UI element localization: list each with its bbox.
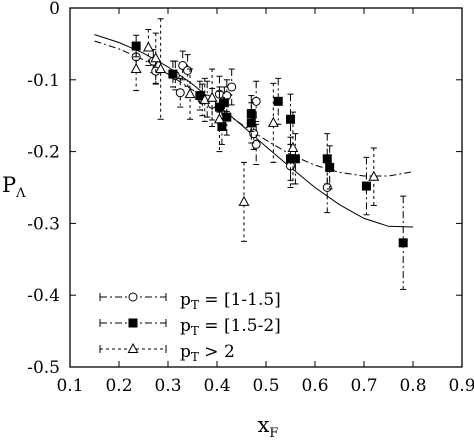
data-point (214, 113, 225, 124)
x-tick-label: 0.4 (203, 376, 230, 396)
data-point (155, 62, 167, 74)
x-tick-label: 0.5 (252, 376, 279, 396)
legend-label-main: p (180, 342, 191, 362)
data-point (184, 88, 196, 99)
x-tick-label: 0.3 (154, 376, 181, 396)
legend-label-main: p (180, 290, 191, 310)
data-point (222, 112, 232, 122)
data-point (273, 96, 283, 106)
data-point (251, 139, 261, 149)
y-axis-title: PΛ (2, 173, 26, 201)
data-point (175, 88, 185, 98)
legend-label-rest: = [1-1.5] (199, 290, 281, 310)
data-point (183, 65, 193, 75)
data-point (206, 91, 218, 102)
y-axis-title-sub: Λ (15, 186, 26, 201)
legend: pT = [1-1.5]pT = [1.5-2]pT > 2 (99, 290, 281, 364)
legend-marker (128, 318, 138, 328)
legend-label-main: p (180, 316, 191, 336)
data-point (290, 154, 300, 164)
x-axis-title-sub: F (269, 426, 278, 440)
y-tick-label: -0.1 (27, 71, 60, 91)
legend-label-sub: T (191, 350, 199, 364)
y-tick-label: -0.5 (27, 358, 60, 378)
data-point (251, 96, 261, 106)
plot-frame (69, 7, 463, 368)
x-tick-label: 0.9 (448, 376, 474, 396)
legend-label-sub: T (191, 298, 199, 312)
legend-label: pT = [1-1.5] (180, 290, 281, 312)
legend-label-sub: T (191, 324, 199, 338)
legend-label-rest: > 2 (199, 342, 235, 362)
data-point (142, 41, 154, 52)
data-point (398, 238, 408, 248)
data-point (168, 69, 178, 79)
legend-marker (127, 342, 139, 353)
data-point (227, 82, 237, 92)
y-tick-label: -0.2 (27, 143, 60, 163)
x-tick-label: 0.6 (301, 376, 328, 396)
data-point (322, 154, 332, 164)
data-point (238, 195, 250, 206)
y-tick-label: -0.3 (27, 214, 60, 234)
legend-label: pT = [1.5-2] (180, 316, 281, 338)
legend-label: pT > 2 (180, 342, 235, 364)
fit-curve-dash-dot (94, 40, 414, 177)
data-point (361, 181, 371, 191)
data-point (325, 162, 335, 172)
data-point (286, 114, 295, 124)
x-tick-label: 0.1 (56, 376, 83, 396)
data-point (368, 170, 380, 181)
x-axis-title-main: x (258, 413, 270, 437)
x-tick-label: 0.2 (105, 376, 132, 396)
data-points (130, 18, 408, 290)
data-point (246, 118, 256, 128)
data-point (287, 141, 299, 153)
y-axis-title-main: P (2, 173, 16, 197)
legend-marker (128, 292, 138, 302)
x-axis-title: xF (258, 413, 279, 440)
legend-label-rest: = [1.5-2] (199, 316, 281, 336)
y-tick-label: 0 (49, 0, 60, 19)
y-tick-label: -0.4 (27, 286, 60, 306)
data-point (130, 62, 142, 74)
x-tick-label: 0.8 (399, 376, 426, 396)
data-point (267, 116, 279, 127)
x-tick-label: 0.7 (350, 376, 377, 396)
data-point (150, 52, 162, 63)
